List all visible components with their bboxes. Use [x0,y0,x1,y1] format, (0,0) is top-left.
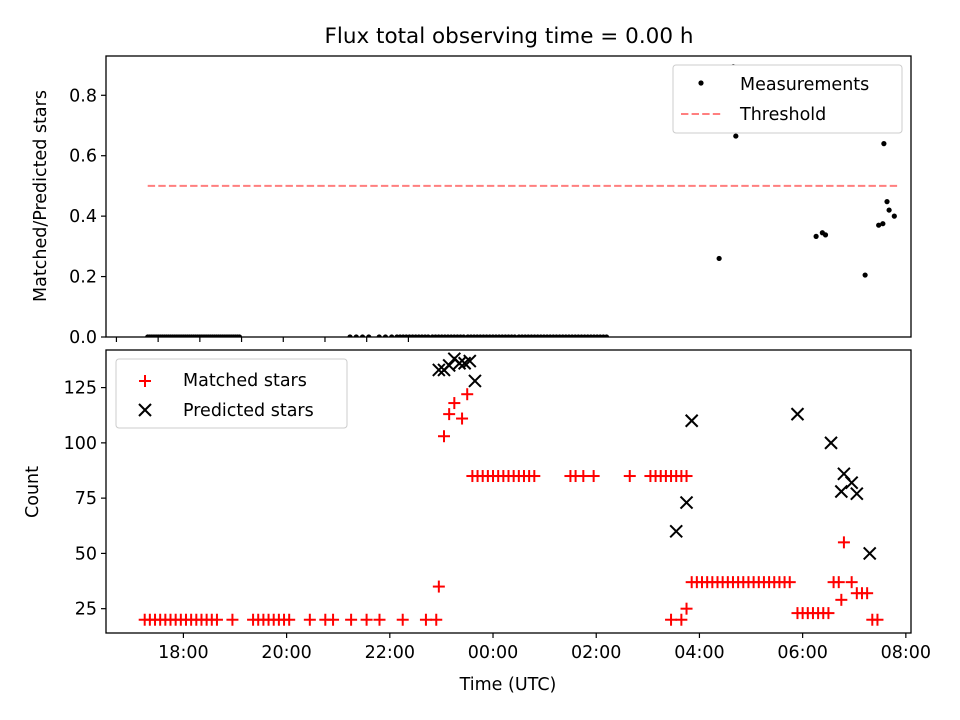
matched-stars-point [443,408,456,421]
matched-stars-point [845,576,858,589]
predicted-stars-point [679,495,694,510]
predicted-stars-point [432,363,446,377]
measurements-point [881,141,887,147]
measurements-point [862,272,868,278]
predicted-stars-point [824,436,838,450]
top-legend-box [672,64,903,134]
legend-measurements-label: Measurements [740,75,869,95]
matched-stars-point [675,613,688,626]
matched-stars-point [461,388,474,401]
x-tick-label: 22:00 [365,643,415,663]
y-tick-label: 25 [75,600,97,620]
matched-stars-point [871,613,884,626]
matched-stars-point [837,536,850,549]
matched-stars-point [835,593,848,606]
matched-stars-point [373,613,386,626]
matched-stars-point [665,613,678,626]
y-tick-label: 0.8 [69,86,97,106]
y-tick-label: 125 [64,379,97,399]
predicted-stars-point [669,524,683,539]
measurements-point [880,221,886,227]
matched-stars-point [396,613,409,626]
measurements-point [886,207,892,213]
x-axis-label: Time (UTC) [459,675,557,695]
top-y-axis-label: Matched/Predicted stars [31,90,51,302]
predicted-stars-point [463,354,477,368]
matched-stars-point [832,576,845,589]
y-tick-label: 0.4 [69,207,97,227]
matched-stars-point [587,470,600,483]
matched-stars-point [283,613,296,626]
predicted-stars-point [850,487,864,501]
bottom-axes-frame [105,349,912,634]
measurements-point [813,233,819,239]
matched-stars-point [448,397,461,410]
y-tick-label: 0.2 [69,268,97,288]
measurements-point [716,255,722,262]
predicted-stars-point [863,546,877,561]
chart-title: Flux total observing time = 0.00 h [325,24,694,49]
x-tick-label: 08:00 [881,643,931,663]
predicted-stars-point [790,407,805,421]
measurements-point [733,133,739,139]
x-tick-label: 02:00 [571,643,621,663]
predicted-stars-point [844,475,859,490]
matched-stars-point [360,613,373,626]
y-tick-label: 75 [75,489,97,509]
predicted-stars-point [452,356,467,370]
x-tick-label: 06:00 [777,643,827,663]
measurements-point [891,213,897,219]
top-legend: Measurements Threshold [672,64,903,134]
bottom-legend-box [115,358,348,429]
legend-threshold-label: Threshold [739,105,826,125]
matched-stars-point [783,576,796,589]
matched-stars-point [327,613,340,626]
predicted-stars-point [834,484,849,499]
y-tick-label: 50 [75,544,97,564]
bottom-axes: Count Time (UTC) 18:00 20:00 22:00 00:00 02:… [23,349,931,695]
y-tick-label: 100 [64,434,97,454]
matched-stars-point [680,470,693,483]
legend-matched-label: Matched stars [183,371,307,391]
legend-measurements-marker [698,80,704,86]
measurements-point [884,199,890,205]
matched-stars-point [430,613,443,626]
legend-predicted-label: Predicted stars [183,401,314,421]
top-axes-frame [105,55,912,338]
matched-stars-point [456,412,469,425]
legend-predicted-marker [138,403,152,417]
matched-stars-point [419,613,432,626]
x-tick-label: 04:00 [674,643,724,663]
predicted-stars-point [684,414,699,428]
matched-stars-point [623,470,636,483]
y-tick-label: 0.6 [69,147,97,167]
matched-stars-point [210,613,223,626]
y-tick-label: 0.0 [69,328,97,348]
legend-matched-marker [139,375,151,387]
x-tick-label: 00:00 [468,643,518,663]
measurements-point [822,232,829,238]
top-axes: Matched/Predicted stars 0.00.20.40.60.8 … [31,55,912,348]
predicted-stars-point [442,358,456,373]
matched-stars-point [528,470,541,483]
matched-stars-point [680,602,693,615]
x-tick-label: 20:00 [261,643,311,663]
bottom-y-axis-label: Count [23,466,43,518]
matched-stars-point [822,607,835,620]
matched-stars-point [303,613,316,626]
measurements-point [876,222,882,228]
matched-stars-point [577,470,590,483]
bottom-legend: Matched stars Predicted stars [115,358,348,429]
matched-stars-point [432,580,445,593]
matched-stars-point [345,613,358,626]
predicted-stars-point [468,374,482,388]
matched-stars-point [226,613,239,626]
matched-stars-point [861,587,874,600]
x-tick-label: 18:00 [158,643,208,663]
matched-stars-point [437,430,450,443]
